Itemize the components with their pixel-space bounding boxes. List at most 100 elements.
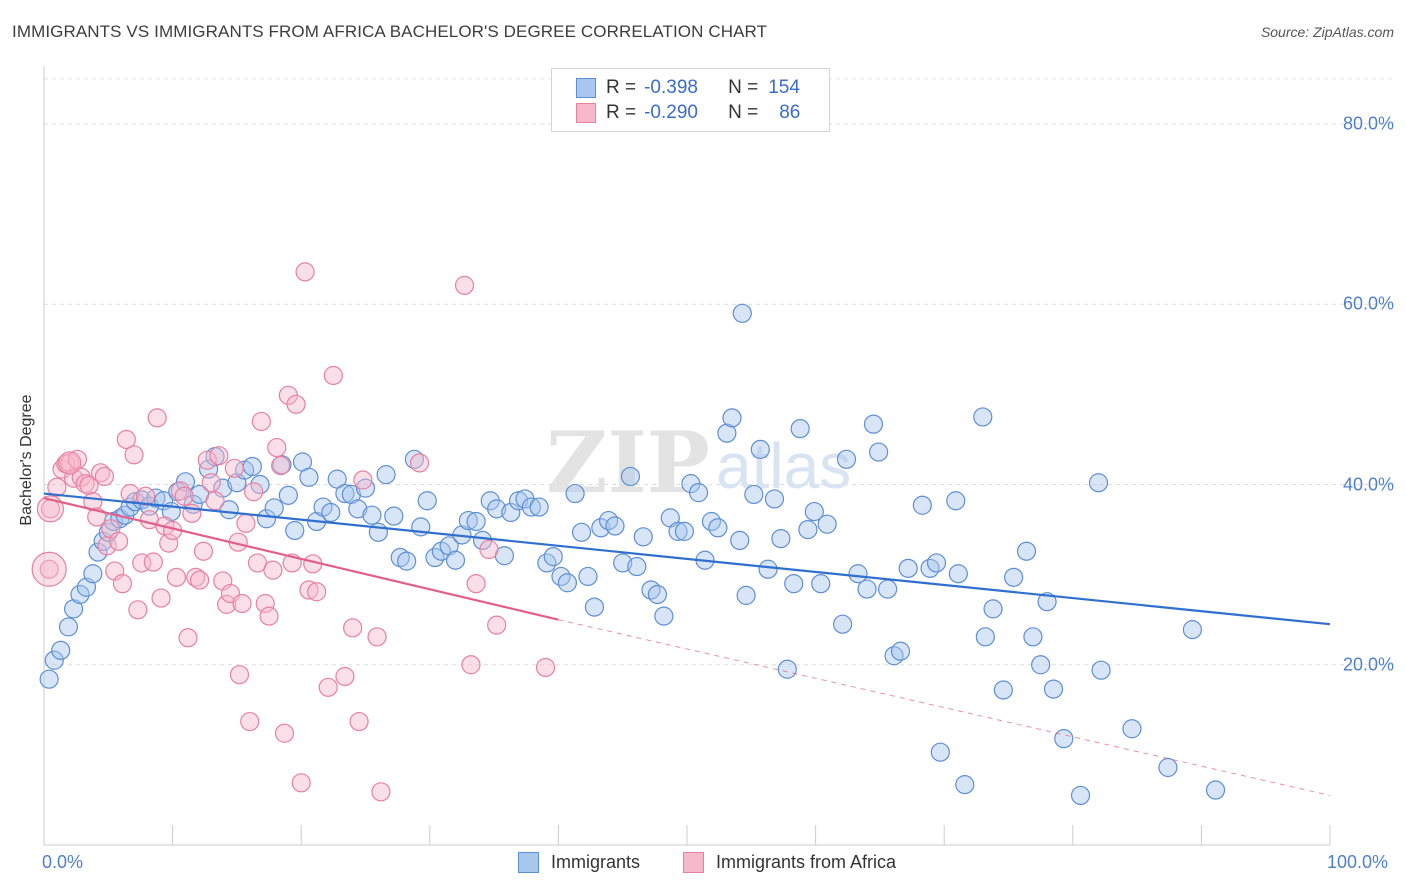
point-immigrants <box>817 514 837 534</box>
point-immigrants <box>1205 780 1226 800</box>
point-immigrants <box>878 579 898 599</box>
point-immigrants <box>993 680 1013 700</box>
point-immigrants-from-africa <box>244 482 264 502</box>
point-immigrants <box>44 650 64 670</box>
point-immigrants-from-africa <box>409 453 430 473</box>
point-immigrants <box>501 502 521 523</box>
point-immigrants <box>869 442 889 462</box>
point-immigrants-from-africa <box>353 470 373 490</box>
point-immigrants <box>973 407 993 427</box>
point-immigrants-from-africa <box>174 486 194 506</box>
point-immigrants <box>543 547 563 567</box>
point-immigrants-from-africa <box>108 531 129 551</box>
point-immigrants <box>1091 660 1111 680</box>
point-immigrants <box>571 522 592 542</box>
point-immigrants <box>912 495 932 515</box>
point-immigrants <box>1004 567 1024 587</box>
x-tick-min: 0.0% <box>42 852 84 872</box>
point-immigrants-from-africa <box>259 606 279 626</box>
point-immigrants-from-africa <box>247 553 268 573</box>
point-immigrants <box>1158 757 1178 778</box>
point-immigrants-from-africa <box>263 560 283 580</box>
point-immigrants <box>758 559 778 579</box>
y-tick-label: 40.0% <box>1342 474 1394 495</box>
point-immigrants-from-africa <box>318 677 338 697</box>
point-immigrants <box>613 553 633 573</box>
point-immigrants-from-africa-large <box>31 551 67 587</box>
point-immigrants <box>256 509 277 529</box>
bottom-legend-swatch-pink <box>683 852 704 873</box>
point-immigrants <box>955 775 975 795</box>
point-immigrants <box>898 558 918 578</box>
point-immigrants <box>857 579 877 599</box>
bottom-legend-label-immigrants: Immigrants <box>551 852 641 872</box>
point-immigrants-from-africa <box>535 657 556 678</box>
point-immigrants <box>654 606 674 626</box>
y-tick-label: 20.0% <box>1342 654 1394 675</box>
x-tick-max: 100.0% <box>1327 852 1389 872</box>
point-immigrants <box>620 466 641 487</box>
point-immigrants-from-africa <box>454 275 475 295</box>
legend-n-value: 86 <box>779 102 801 123</box>
point-immigrants <box>529 497 549 517</box>
point-immigrants <box>983 599 1003 619</box>
point-immigrants <box>920 558 940 578</box>
legend-n-value: 154 <box>768 77 800 98</box>
point-immigrants <box>863 414 884 434</box>
point-immigrants <box>299 467 319 487</box>
point-immigrants <box>605 516 625 536</box>
point-immigrants-from-africa <box>67 449 88 469</box>
point-immigrants-from-africa <box>201 473 221 493</box>
point-immigrants <box>335 483 355 504</box>
point-immigrants <box>1037 592 1057 612</box>
point-immigrants <box>83 564 103 584</box>
point-immigrants <box>272 455 292 475</box>
legend-row-africa: R = -0.290 N = 86 <box>576 101 800 125</box>
point-immigrants-from-africa <box>323 365 343 386</box>
point-immigrants-from-africa <box>224 458 244 478</box>
point-immigrants-from-africa <box>135 486 156 506</box>
point-immigrants <box>1043 679 1064 699</box>
point-immigrants <box>598 510 619 531</box>
point-immigrants-from-africa <box>178 628 198 648</box>
watermark: ZIP atlas <box>546 413 851 512</box>
point-immigrants <box>736 585 756 605</box>
point-immigrants-from-africa <box>240 711 260 732</box>
trend-line-immigrants-from-africa <box>43 496 559 621</box>
point-immigrants-from-africa <box>128 600 148 620</box>
point-immigrants-from-africa <box>335 666 355 687</box>
point-immigrants <box>458 510 478 531</box>
point-immigrants-from-africa <box>217 594 237 614</box>
point-immigrants <box>848 564 868 584</box>
legend-r-value: -0.398 <box>644 77 698 98</box>
point-immigrants-from-africa <box>197 450 217 470</box>
point-immigrants-from-africa <box>190 570 210 590</box>
legend-swatch-blue <box>576 78 596 98</box>
point-immigrants <box>264 498 284 518</box>
point-immigrants-from-africa <box>124 445 144 465</box>
point-immigrants-from-africa <box>94 466 115 487</box>
point-immigrants <box>784 574 804 594</box>
point-immigrants <box>278 485 298 505</box>
point-immigrants-from-africa <box>367 627 387 647</box>
legend-r-label: R = <box>606 77 637 98</box>
legend-row-immigrants: R = -0.398 N = 154 <box>576 76 800 100</box>
y-tick-label: 60.0% <box>1342 293 1394 314</box>
point-immigrants-from-africa <box>295 262 315 282</box>
point-immigrants <box>717 423 737 443</box>
point-immigrants <box>722 408 742 428</box>
point-immigrants-from-africa <box>307 582 327 602</box>
point-immigrants <box>750 439 770 459</box>
point-immigrants-from-africa <box>487 615 507 635</box>
point-immigrants <box>730 530 750 551</box>
point-immigrants-from-africa <box>47 477 67 497</box>
point-immigrants-from-africa <box>205 491 225 511</box>
point-immigrants <box>833 614 853 634</box>
point-immigrants-from-africa <box>267 437 287 458</box>
point-immigrants-from-africa <box>466 574 486 594</box>
point-immigrants <box>948 564 968 584</box>
point-immigrants <box>811 574 831 594</box>
y-tick-label: 80.0% <box>1342 113 1394 134</box>
point-immigrants-from-africa <box>229 665 250 685</box>
point-immigrants <box>926 553 947 573</box>
